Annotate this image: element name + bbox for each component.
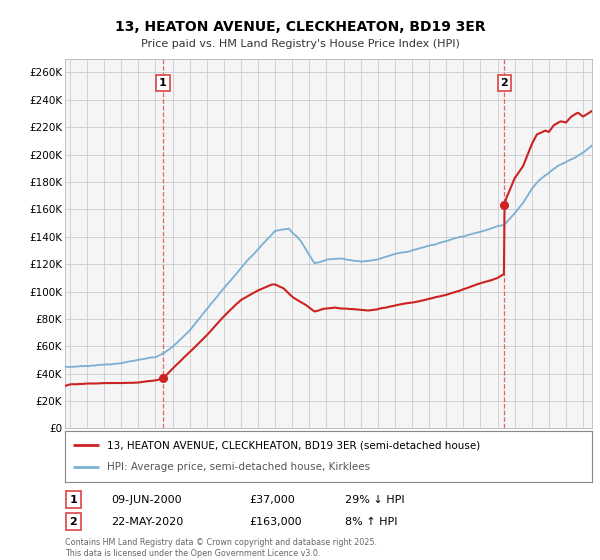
Text: 1: 1 [70, 494, 77, 505]
Text: Contains HM Land Registry data © Crown copyright and database right 2025.
This d: Contains HM Land Registry data © Crown c… [65, 538, 377, 558]
Text: 22-MAY-2020: 22-MAY-2020 [111, 517, 183, 527]
Text: £163,000: £163,000 [249, 517, 302, 527]
Text: 1: 1 [159, 78, 167, 88]
Text: HPI: Average price, semi-detached house, Kirklees: HPI: Average price, semi-detached house,… [107, 463, 370, 473]
Text: 09-JUN-2000: 09-JUN-2000 [111, 494, 182, 505]
Text: 2: 2 [70, 517, 77, 527]
Text: £37,000: £37,000 [249, 494, 295, 505]
Text: 8% ↑ HPI: 8% ↑ HPI [345, 517, 398, 527]
Text: 2: 2 [500, 78, 508, 88]
Text: 13, HEATON AVENUE, CLECKHEATON, BD19 3ER: 13, HEATON AVENUE, CLECKHEATON, BD19 3ER [115, 20, 485, 34]
Text: Price paid vs. HM Land Registry's House Price Index (HPI): Price paid vs. HM Land Registry's House … [140, 39, 460, 49]
Text: 13, HEATON AVENUE, CLECKHEATON, BD19 3ER (semi-detached house): 13, HEATON AVENUE, CLECKHEATON, BD19 3ER… [107, 440, 480, 450]
Text: 29% ↓ HPI: 29% ↓ HPI [345, 494, 404, 505]
